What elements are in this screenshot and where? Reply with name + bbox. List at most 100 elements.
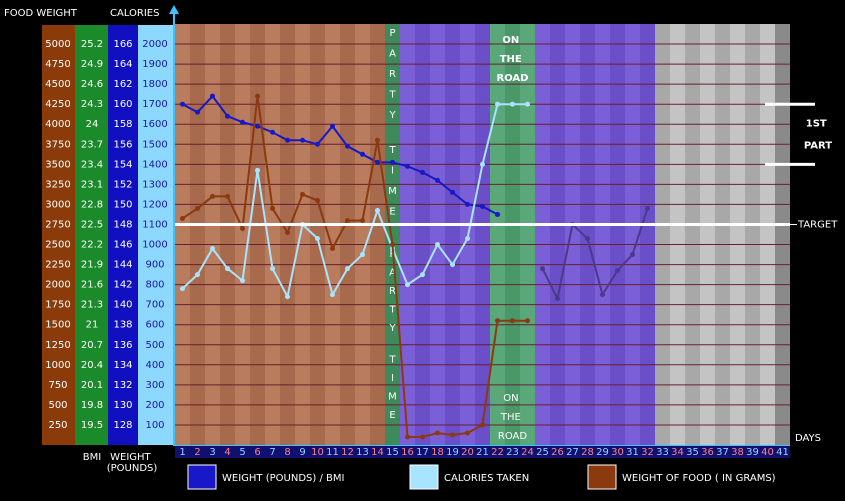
series-point — [195, 272, 200, 278]
day-band — [505, 24, 520, 445]
weight-tick-label: 164 — [113, 59, 132, 70]
series-point — [450, 189, 455, 195]
y-tick-label: 1500 — [142, 139, 167, 150]
food-weight-tick-label: 2500 — [45, 240, 70, 251]
food-weight-tick-label: 250 — [48, 420, 67, 431]
y-tick-label: 1700 — [142, 99, 167, 110]
bmi-tick-label: 21.6 — [81, 280, 103, 291]
series-point — [510, 318, 515, 324]
day-band — [250, 24, 265, 445]
weight-column — [108, 25, 138, 445]
series-point — [630, 252, 635, 258]
series-point — [240, 119, 245, 125]
weight-tick-label: 152 — [113, 179, 132, 190]
bmi-tick-label: 23.7 — [81, 139, 103, 150]
series-point — [420, 169, 425, 175]
series-point — [555, 296, 560, 302]
x-tick-label: 37 — [716, 447, 729, 458]
y-axis-arrow — [169, 5, 179, 14]
series-point — [360, 151, 365, 157]
day-band — [175, 24, 190, 445]
x-tick-label: 11 — [326, 447, 339, 458]
x-tick-label: 5 — [239, 447, 245, 458]
x-tick-label: 3 — [209, 447, 215, 458]
food-weight-header: FOOD WEIGHT — [4, 8, 78, 19]
food-weight-tick-label: 3500 — [45, 159, 70, 170]
day-band — [235, 24, 250, 445]
weight-tick-label: 160 — [113, 99, 132, 110]
bmi-tick-label: 20.4 — [81, 360, 103, 371]
y-tick-label: 1200 — [142, 199, 167, 210]
day-band — [475, 24, 490, 445]
series-point — [225, 266, 230, 272]
x-tick-label: 35 — [686, 447, 699, 458]
food-weight-tick-label: 4750 — [45, 59, 70, 70]
series-point — [345, 143, 350, 149]
day-band — [370, 24, 385, 445]
series-point — [420, 434, 425, 440]
day-band — [415, 24, 430, 445]
series-point — [330, 292, 335, 298]
day-band — [385, 24, 400, 445]
series-point — [270, 205, 275, 211]
weight-tick-label: 154 — [113, 159, 132, 170]
series-point — [480, 203, 485, 209]
x-tick-label: 24 — [521, 447, 534, 458]
food-weight-tick-label: 5000 — [45, 39, 70, 50]
series-point — [315, 236, 320, 242]
x-tick-label: 40 — [761, 447, 774, 458]
day-band — [565, 24, 580, 445]
series-point — [285, 137, 290, 143]
series-point — [180, 101, 185, 107]
x-tick-label: 15 — [386, 447, 399, 458]
series-point — [195, 205, 200, 211]
bmi-tick-label: 22.8 — [81, 199, 103, 210]
bmi-tick-label: 21.3 — [81, 300, 103, 311]
bmi-tick-label: 19.5 — [81, 420, 103, 431]
y-tick-label: 1400 — [142, 159, 167, 170]
series-line — [182, 94, 498, 216]
x-tick-label: 16 — [401, 447, 414, 458]
series-point — [300, 137, 305, 143]
series-point — [495, 211, 500, 217]
y-tick-label: 1100 — [142, 219, 167, 230]
y-tick-label: 2000 — [142, 39, 167, 50]
y-tick-label: 1300 — [142, 179, 167, 190]
series-point — [285, 229, 290, 235]
day-band — [730, 24, 745, 445]
bmi-tick-label: 24 — [86, 119, 99, 130]
series-point — [495, 101, 500, 107]
day-band — [310, 24, 325, 445]
weight-tick-label: 142 — [113, 280, 132, 291]
day-band — [535, 24, 550, 445]
weight-tick-label: 132 — [113, 380, 132, 391]
series-point — [270, 266, 275, 272]
x-axis-label: DAYS — [795, 433, 821, 444]
series-point — [525, 318, 530, 324]
x-tick-label: 34 — [671, 447, 684, 458]
series-point — [270, 129, 275, 135]
series-point — [390, 159, 395, 165]
series-point — [435, 242, 440, 248]
series-point — [210, 93, 215, 99]
day-band — [520, 24, 535, 445]
bmi-tick-label: 24.6 — [81, 79, 103, 90]
series-point — [240, 278, 245, 284]
target-label: TARGET — [797, 219, 838, 230]
legend-label: CALORIES TAKEN — [444, 473, 529, 484]
weight-tick-label: 144 — [113, 260, 132, 271]
series-point — [525, 101, 530, 107]
y-tick-label: 1600 — [142, 119, 167, 130]
road-label: ON THE ROAD — [498, 393, 527, 442]
series-point — [375, 137, 380, 143]
legend-label: WEIGHT (POUNDS) / BMI — [222, 473, 344, 484]
y-tick-label: 900 — [145, 260, 164, 271]
x-tick-label: 25 — [536, 447, 549, 458]
food-column — [42, 25, 75, 445]
series-point — [615, 268, 620, 274]
x-tick-label: 7 — [269, 447, 275, 458]
x-tick-label: 8 — [284, 447, 290, 458]
day-band — [550, 24, 565, 445]
series-point — [405, 163, 410, 169]
day-band — [625, 24, 640, 445]
